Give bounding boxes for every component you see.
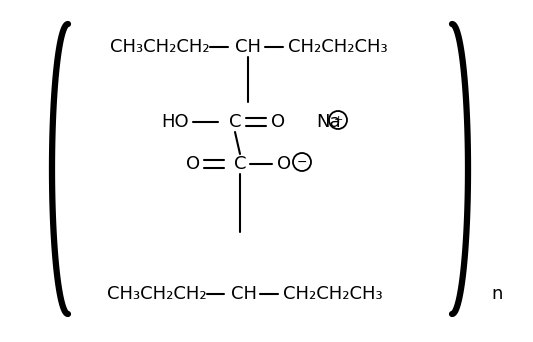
Text: HO: HO [161,113,189,131]
Text: C: C [234,155,246,173]
Text: O: O [271,113,285,131]
Text: Na: Na [316,113,341,131]
Text: CH₂CH₂CH₃: CH₂CH₂CH₃ [283,285,383,303]
Text: O: O [186,155,200,173]
Text: −: − [297,156,307,169]
Text: CH₃CH₂CH₂: CH₃CH₂CH₂ [110,38,210,56]
Text: CH: CH [231,285,257,303]
Text: O: O [277,155,291,173]
Text: C: C [229,113,241,131]
Text: CH: CH [235,38,261,56]
Text: +: + [333,115,343,125]
Text: CH₃CH₂CH₂: CH₃CH₂CH₂ [107,285,207,303]
Text: n: n [491,285,503,303]
Text: CH₂CH₂CH₃: CH₂CH₂CH₃ [288,38,388,56]
